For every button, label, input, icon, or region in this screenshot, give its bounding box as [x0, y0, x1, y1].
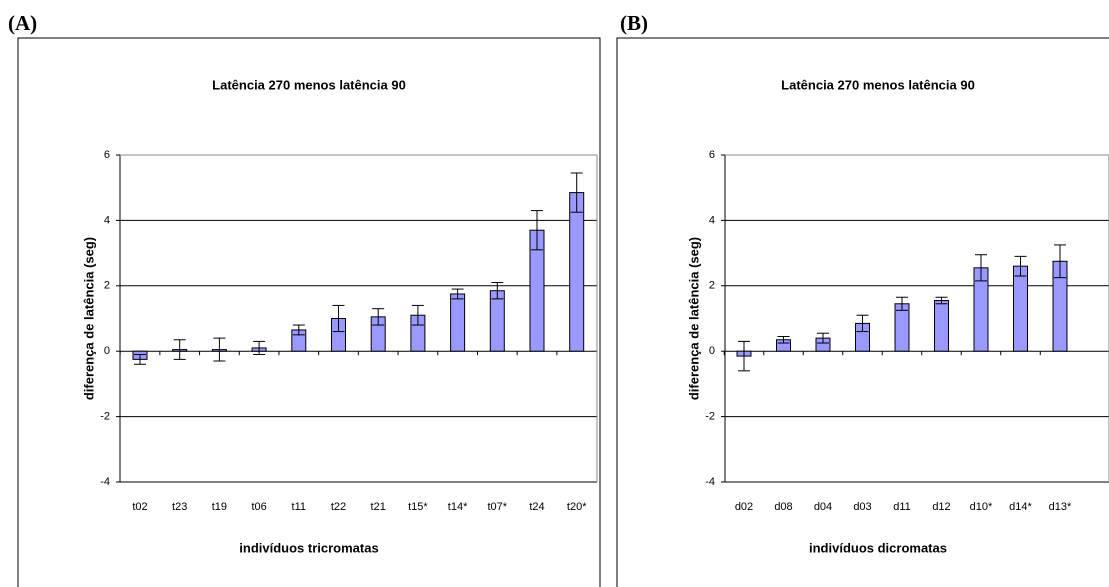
x-tick-label: d02	[735, 501, 753, 513]
error-bar	[491, 282, 504, 300]
x-tick-label: t11	[292, 501, 306, 513]
y-axis-label: diferença de latência (seg)	[686, 237, 701, 400]
y-tick-label: -4	[100, 476, 110, 488]
error-bar	[896, 296, 908, 311]
x-tick-label: t07*	[488, 501, 508, 513]
x-axis-label: indivíduos tricromatas	[239, 540, 378, 555]
x-tick-label: t20*	[567, 501, 587, 513]
bar	[569, 192, 585, 352]
y-tick-label: -2	[705, 411, 715, 423]
error-bar	[253, 340, 266, 355]
x-axis-label: indivíduos dicromatas	[809, 540, 947, 555]
error-bar	[372, 308, 385, 326]
x-tick-label: t22	[331, 501, 346, 513]
error-bar	[134, 353, 146, 365]
error-bar	[777, 335, 790, 344]
error-bar	[332, 304, 345, 333]
error-bar	[738, 340, 750, 372]
y-tick-label: 4	[104, 214, 110, 226]
y-tick-label: -2	[100, 411, 110, 423]
error-bar	[1014, 255, 1027, 277]
y-tick-label: 6	[104, 149, 110, 161]
x-tick-label: t15*	[408, 501, 428, 513]
chart-title: Latência 270 menos latência 90	[212, 77, 406, 92]
error-bar	[856, 314, 869, 333]
error-bar	[173, 339, 186, 360]
chart-frame	[17, 37, 601, 587]
bar	[450, 293, 466, 352]
x-tick-label: d03	[853, 501, 871, 513]
y-axis-label: diferença de latência (seg)	[81, 237, 96, 400]
y-tick-label: -4	[705, 476, 715, 488]
y-tick-label: 6	[709, 149, 715, 161]
x-tick-label: d13*	[1049, 501, 1072, 513]
error-bar	[411, 304, 424, 326]
error-bar	[975, 254, 987, 282]
bar	[1013, 265, 1028, 352]
y-tick-label: 2	[709, 280, 715, 292]
error-bar	[531, 210, 543, 251]
chart-title: Latência 270 menos latência 90	[781, 77, 975, 92]
x-tick-label: d10*	[970, 501, 993, 513]
panel-label: (A)	[8, 11, 37, 35]
x-tick-label: t06	[251, 501, 266, 513]
error-bar	[935, 296, 948, 305]
x-tick-label: t23	[172, 501, 187, 513]
x-tick-label: t19	[212, 501, 227, 513]
bar	[934, 300, 949, 352]
x-tick-label: t24	[529, 501, 544, 513]
y-tick-label: 4	[709, 214, 715, 226]
bar	[894, 303, 910, 352]
error-bar	[292, 324, 305, 336]
y-tick-label: 2	[104, 280, 110, 292]
panel-label: (B)	[620, 11, 648, 35]
x-tick-label: d12	[932, 501, 950, 513]
error-bar	[570, 172, 583, 213]
x-tick-label: d11	[893, 501, 911, 513]
y-tick-label: 0	[104, 345, 110, 357]
x-tick-label: d08	[774, 501, 792, 513]
error-bar	[1054, 244, 1066, 279]
error-bar	[817, 332, 829, 344]
x-tick-label: t21	[371, 501, 386, 513]
x-tick-label: d04	[814, 501, 832, 513]
error-bar	[451, 288, 464, 300]
y-tick-label: 0	[709, 345, 715, 357]
x-tick-label: t14*	[448, 501, 468, 513]
x-tick-label: d14*	[1009, 501, 1032, 513]
error-bar	[213, 337, 226, 362]
bar	[489, 290, 505, 352]
x-tick-label: t02	[132, 501, 147, 513]
